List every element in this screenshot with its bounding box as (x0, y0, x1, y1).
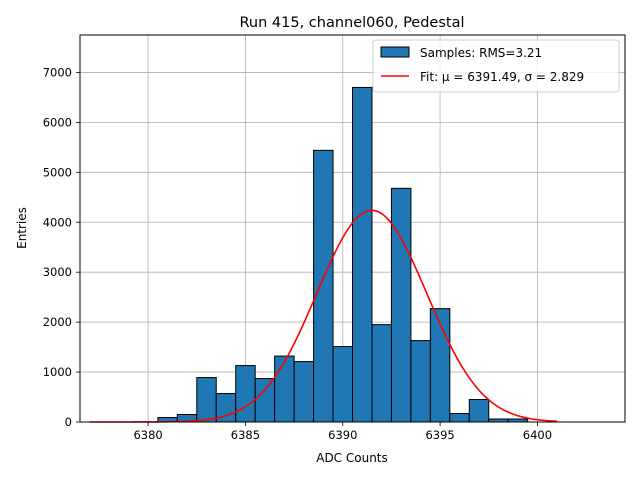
y-tick-label: 2000 (43, 315, 72, 329)
y-tick-label: 6000 (43, 115, 72, 129)
y-tick-label: 4000 (43, 215, 72, 229)
y-tick-label: 3000 (43, 265, 72, 279)
legend-box (372, 39, 620, 93)
y-axis-label: Entries (15, 207, 29, 249)
histogram-bar (332, 346, 353, 423)
histogram-bar (390, 187, 412, 423)
y-tick-label: 7000 (43, 65, 72, 79)
chart-title: Run 415, channel060, Pedestal (239, 15, 464, 31)
histogram-bar (293, 361, 315, 423)
x-axis-label: ADC Counts (316, 451, 388, 465)
legend-fit-label: Fit: μ = 6391.49, σ = 2.829 (420, 70, 584, 84)
histogram-bar (468, 399, 490, 423)
y-tick-label: 5000 (43, 165, 72, 179)
y-tick-label: 0 (65, 415, 72, 429)
y-tick-label: 1000 (43, 365, 72, 379)
histogram-bar (352, 86, 373, 423)
y-axis-ticks: 0 1000 2000 3000 4000 5000 6000 7000 (43, 65, 80, 429)
histogram-bar (274, 355, 295, 423)
legend-samples-label: Samples: RMS=3.21 (420, 46, 542, 60)
legend-samples-swatch (380, 46, 410, 58)
legend: Samples: RMS=3.21 Fit: μ = 6391.49, σ = … (372, 39, 620, 93)
histogram-bar (313, 149, 334, 423)
histogram-bars (157, 86, 529, 423)
x-axis-ticks: 6380 6385 6390 6395 6400 (133, 422, 552, 442)
x-tick-label: 6385 (231, 428, 260, 442)
x-tick-label: 6395 (425, 428, 454, 442)
histogram-bar (254, 378, 276, 423)
histogram-bar (449, 413, 470, 423)
histogram-bar (235, 365, 256, 423)
histogram-bar (410, 340, 431, 423)
x-tick-label: 6380 (133, 428, 162, 442)
x-tick-label: 6390 (328, 428, 357, 442)
histogram-bar (371, 324, 392, 423)
plot-frame (79, 34, 626, 423)
x-tick-label: 6400 (523, 428, 552, 442)
histogram-bar (196, 377, 217, 423)
